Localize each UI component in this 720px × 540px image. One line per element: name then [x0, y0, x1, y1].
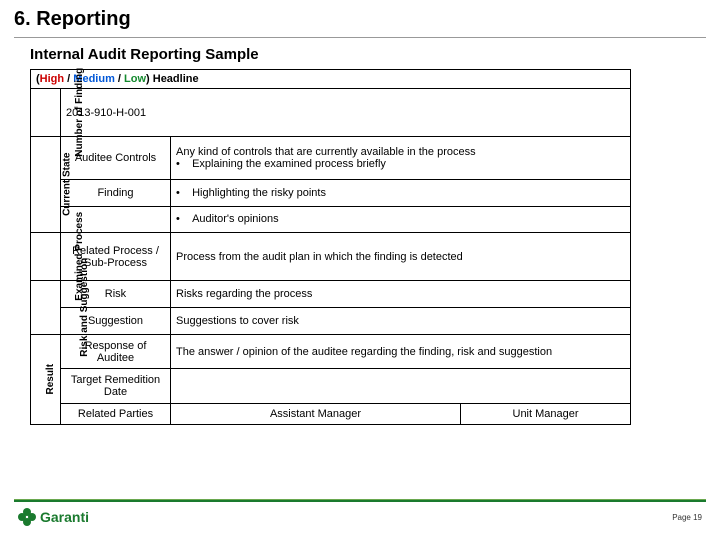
label-risk-suggestion: Risk and Suggestion — [80, 258, 91, 357]
target-date-key: Target Remedition Date — [61, 369, 171, 403]
related-process-val: Process from the audit plan in which the… — [171, 233, 631, 281]
row-risk: Risk and Suggestion Risk Risks regarding… — [31, 281, 631, 308]
auditee-controls-val: Any kind of controls that are currently … — [171, 137, 631, 180]
opinions-val: • Auditor's opinions — [171, 206, 631, 232]
brand-logo: Garanti — [18, 508, 89, 526]
page-title: 6. Reporting — [0, 0, 720, 35]
footer-rules — [14, 499, 706, 502]
headline-slash2: / — [115, 73, 124, 85]
headline-low: Low — [124, 73, 146, 85]
audit-table: (High / Medium / Low) Headline Number of… — [30, 69, 631, 425]
row-response: Result Response of Auditee The answer / … — [31, 335, 631, 369]
headline-row: (High / Medium / Low) Headline — [31, 70, 631, 89]
finding-val: • Highlighting the risky points — [171, 180, 631, 206]
page-number: Page 19 — [672, 513, 702, 522]
related-parties-b: Unit Manager — [461, 403, 631, 424]
paren-close: ) Headline — [146, 73, 199, 85]
row-number-of-finding: Number of Finding 2013-910-H-001 — [31, 89, 631, 137]
brand-name: Garanti — [40, 509, 89, 525]
label-result: Result — [46, 364, 57, 395]
suggestion-key: Suggestion — [61, 308, 171, 335]
related-parties-key: Related Parties — [61, 403, 171, 424]
row-related-parties: Related Parties Assistant Manager Unit M… — [31, 403, 631, 424]
row-suggestion: Suggestion Suggestions to cover risk — [31, 308, 631, 335]
section-title: Internal Audit Reporting Sample — [0, 44, 720, 69]
response-key: Response of Auditee — [61, 335, 171, 369]
row-finding: Finding • Highlighting the risky points — [31, 180, 631, 206]
finding-key: Finding — [61, 180, 171, 206]
headline-high: High — [40, 73, 64, 85]
related-parties-a: Assistant Manager — [171, 403, 461, 424]
audit-table-wrap: (High / Medium / Low) Headline Number of… — [0, 69, 660, 425]
risk-val: Risks regarding the process — [171, 281, 631, 308]
label-current-state: Current State — [62, 153, 73, 216]
response-val: The answer / opinion of the auditee rega… — [171, 335, 631, 369]
suggestion-val: Suggestions to cover risk — [171, 308, 631, 335]
row-auditee-controls: Current State Auditee Controls Any kind … — [31, 137, 631, 180]
label-number-of-finding: Number of Finding — [75, 68, 86, 157]
headline-slash1: / — [64, 73, 73, 85]
row-opinions: • Auditor's opinions — [31, 206, 631, 232]
row-examined-process: Examined Process Related Process / Sub-P… — [31, 233, 631, 281]
footer: Garanti Page 19 — [0, 499, 720, 526]
target-date-val — [171, 369, 631, 403]
title-rule — [14, 37, 706, 38]
row-target-date: Target Remedition Date — [31, 369, 631, 403]
finding-number: 2013-910-H-001 — [61, 89, 631, 137]
clover-icon — [18, 508, 36, 526]
